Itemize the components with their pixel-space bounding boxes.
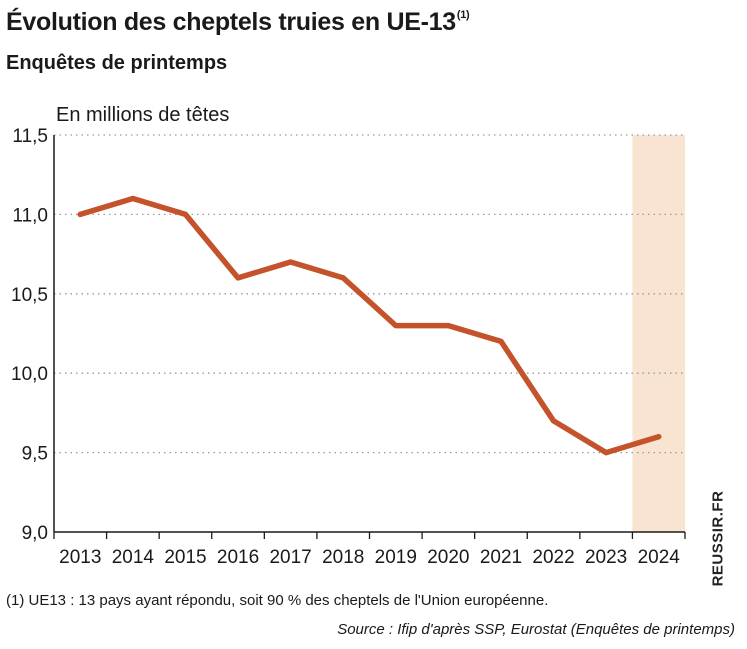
y-tick-label: 11,5	[12, 126, 48, 147]
x-tick-label-2015: 2015	[164, 547, 206, 568]
chart-title: Évolution des cheptels truies en UE-13(1…	[6, 8, 470, 37]
data-point-2022	[550, 418, 557, 424]
data-point-2016	[235, 275, 241, 281]
y-tick-label: 11,0	[12, 205, 48, 226]
watermark: REUSSIR.FR	[708, 488, 728, 588]
footnote: (1) UE13 : 13 pays ayant répondu, soit 9…	[6, 592, 549, 609]
y-tick-label: 9,5	[22, 444, 48, 465]
x-tick-label-2022: 2022	[532, 547, 574, 568]
data-point-2014	[130, 195, 136, 202]
y-tick-label: 10,0	[11, 364, 48, 385]
highlight-band-2024	[632, 135, 685, 532]
data-point-2020	[445, 322, 451, 329]
x-tick-label-2024: 2024	[638, 547, 681, 568]
x-tick-label-2014: 2014	[112, 547, 155, 568]
data-point-2018	[340, 275, 346, 281]
chart-title-text: Évolution des cheptels truies en UE-13	[6, 8, 456, 36]
data-point-2017	[288, 259, 294, 265]
x-tick-label-2019: 2019	[375, 547, 417, 568]
x-tick-label-2023: 2023	[585, 547, 627, 568]
series-line	[77, 195, 662, 456]
data-point-2013	[77, 211, 83, 217]
data-point-2021	[498, 338, 504, 345]
y-tick-label: 9,0	[22, 523, 48, 544]
watermark-text: REUSSIR.FR	[709, 490, 727, 586]
y-tick-label: 10,5	[11, 285, 48, 306]
x-tick-label-2013: 2013	[59, 547, 101, 568]
y-axis-label: En millions de têtes	[56, 104, 230, 126]
title-footnote-marker: (1)	[456, 8, 470, 21]
x-tick-label-2020: 2020	[427, 547, 469, 568]
x-tick-label-2016: 2016	[217, 547, 259, 568]
x-tick-label-2018: 2018	[322, 547, 364, 568]
x-tick-label-2021: 2021	[480, 547, 522, 568]
source-credit: Source : Ifip d'après SSP, Eurostat (Enq…	[337, 621, 735, 638]
chart-subtitle: Enquêtes de printemps	[6, 52, 228, 74]
x-tick-label-2017: 2017	[269, 547, 311, 568]
data-point-2024	[656, 434, 662, 440]
data-point-2019	[393, 322, 399, 329]
data-point-2015	[182, 211, 189, 217]
data-point-2023	[603, 450, 609, 456]
